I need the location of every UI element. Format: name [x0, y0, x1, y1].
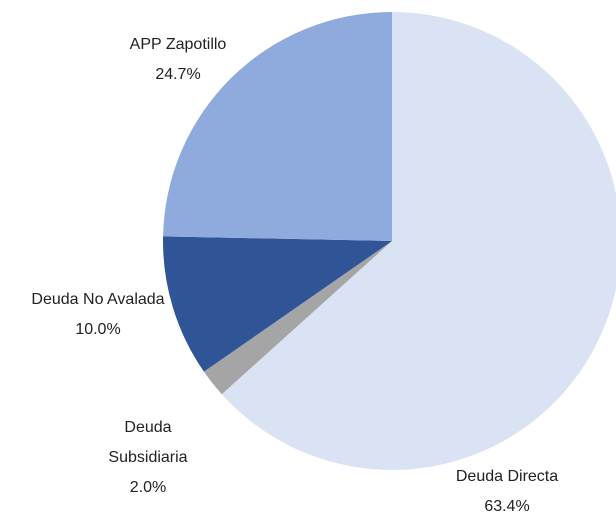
value-label: 63.4% [484, 498, 530, 514]
pie-slice [163, 12, 392, 241]
data-label: Deuda Directa 63.4% [407, 462, 607, 514]
pie-slice [163, 236, 392, 372]
pie-slice [221, 12, 616, 470]
pie-slice [203, 241, 392, 395]
value-label: 2.0% [129, 479, 167, 496]
category-label: Deuda Directa [455, 468, 559, 485]
category-label: Deuda No Avalada [31, 291, 165, 308]
data-label: Deuda Subsidiaria 2.0% [98, 413, 198, 503]
value-label: 24.7% [155, 66, 201, 83]
data-label: Deuda No Avalada 10.0% [0, 285, 198, 345]
value-label: 10.0% [75, 321, 121, 338]
category-label: APP Zapotillo [129, 36, 227, 53]
data-label: APP Zapotillo 24.7% [78, 30, 278, 90]
category-label: Deuda Subsidiaria [108, 419, 188, 466]
